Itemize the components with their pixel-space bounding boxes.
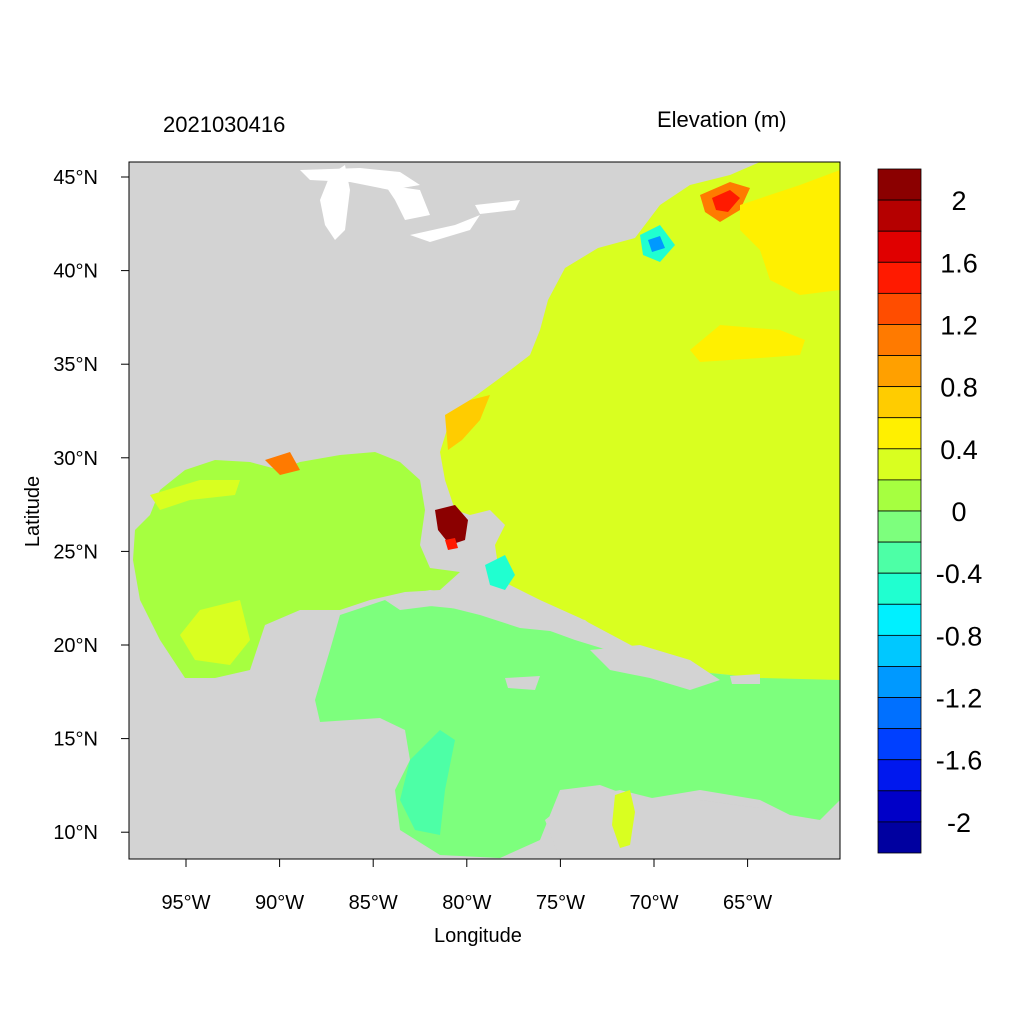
surge-louisiana xyxy=(265,452,300,475)
gulf-bay-of-campeche xyxy=(180,600,250,665)
colorbar-swatch xyxy=(877,292,922,325)
y-axis-ticks: 45°N 40°N 35°N 30°N 25°N 20°N 15°N 10°N xyxy=(53,167,129,844)
colorbar-swatch xyxy=(877,386,922,419)
map-frame xyxy=(128,161,841,860)
lake-ontario xyxy=(475,200,520,214)
lake-maracaibo xyxy=(612,790,635,848)
colorbar-swatch xyxy=(877,634,922,667)
y-tick-label: 40°N xyxy=(53,261,98,283)
lake-superior xyxy=(300,168,420,190)
y-tick-label: 30°N xyxy=(53,448,98,470)
colorbar-swatch xyxy=(877,510,922,543)
colorbar-swatch xyxy=(877,199,922,232)
colorbar-label: 1.6 xyxy=(940,248,978,278)
colorbar-swatch xyxy=(877,230,922,263)
colorbar-swatch xyxy=(877,697,922,730)
high-georgia-coast xyxy=(445,395,490,450)
surge-south-florida xyxy=(435,505,468,545)
colorbar-swatch xyxy=(877,541,922,574)
colorbar-label: -0.8 xyxy=(936,621,983,651)
x-tick-label: 80°W xyxy=(442,892,491,914)
colorbar-label: -0.4 xyxy=(936,559,983,589)
colorbar-swatch xyxy=(877,168,922,201)
colorbar-label: 2 xyxy=(951,186,966,216)
lake-erie xyxy=(410,215,480,242)
x-tick-label: 85°W xyxy=(349,892,398,914)
map-timestamp: 2021030416 xyxy=(163,112,286,137)
jamaica-island xyxy=(505,676,540,690)
colorbar-swatch xyxy=(877,479,922,512)
x-tick-label: 95°W xyxy=(161,892,210,914)
x-tick-label: 75°W xyxy=(536,892,585,914)
colorbar-swatch xyxy=(877,728,922,761)
colorbar-swatch xyxy=(877,448,922,481)
x-tick-label: 90°W xyxy=(255,892,304,914)
colorbar-swatch xyxy=(877,261,922,294)
colorbar-swatch xyxy=(877,666,922,698)
colorbar-swatch xyxy=(877,759,922,792)
colorbar-label: -2 xyxy=(947,808,971,838)
colorbar: 2 1.6 1.2 0.8 0.4 0 -0.4 -0.8 -1.2 -1.6 -2 xyxy=(877,168,983,854)
x-axis-ticks: 95°W 90°W 85°W 80°W 75°W 70°W 65°W xyxy=(161,859,772,914)
caribbean-sea xyxy=(315,600,840,858)
map-area xyxy=(129,162,840,859)
y-tick-label: 45°N xyxy=(53,167,98,189)
map-variable-title: Elevation (m) xyxy=(657,107,787,132)
colorbar-swatch xyxy=(877,821,922,854)
low-cape-cod-core xyxy=(648,236,665,252)
colorbar-swatch xyxy=(877,324,922,356)
colorbar-swatch xyxy=(877,417,922,450)
x-tick-label: 65°W xyxy=(723,892,772,914)
atlantic-ocean xyxy=(440,162,840,680)
high-northeast-atlantic xyxy=(740,170,840,295)
colorbar-label: 0 xyxy=(951,497,966,527)
cuba-island xyxy=(385,590,600,632)
gulf-texas-shelf xyxy=(150,480,240,510)
low-bahamas xyxy=(485,555,515,590)
colorbar-swatch xyxy=(877,603,922,636)
x-axis-label: Longitude xyxy=(434,925,522,947)
puerto-rico-island xyxy=(730,674,760,684)
colorbar-swatch xyxy=(877,790,922,823)
y-tick-label: 15°N xyxy=(53,729,98,751)
low-nicaragua-shelf xyxy=(400,730,455,835)
surge-core-maine xyxy=(712,190,740,212)
colorbar-label: 0.8 xyxy=(940,373,978,403)
hispaniola-island xyxy=(590,645,720,690)
lake-michigan xyxy=(320,165,350,240)
colorbar-label: 0.4 xyxy=(940,435,978,465)
high-open-atlantic xyxy=(690,325,805,362)
colorbar-label: 1.2 xyxy=(940,310,978,340)
x-tick-label: 70°W xyxy=(629,892,678,914)
colorbar-label: -1.2 xyxy=(936,684,983,714)
y-tick-label: 35°N xyxy=(53,354,98,376)
colorbar-swatch xyxy=(877,572,922,605)
surge-florida-tip xyxy=(445,538,458,550)
colorbar-swatch xyxy=(877,355,922,388)
y-tick-label: 10°N xyxy=(53,822,98,844)
colorbar-label: -1.6 xyxy=(936,746,983,776)
lake-huron xyxy=(385,185,430,220)
y-tick-label: 20°N xyxy=(53,635,98,657)
y-tick-label: 25°N xyxy=(53,541,98,563)
